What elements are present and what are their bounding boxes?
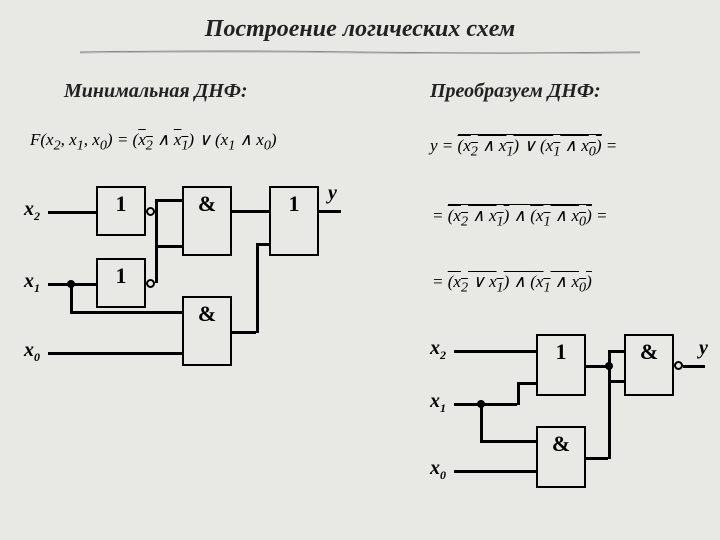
var-label: x1 [430, 390, 446, 416]
gate-&: & [182, 186, 232, 256]
wire [232, 210, 269, 213]
title-divider [80, 50, 640, 54]
wire [319, 210, 341, 213]
wire [454, 470, 536, 473]
wire [155, 199, 182, 202]
gate-&: & [624, 334, 674, 396]
gate-label: & [626, 339, 672, 365]
gate-label: & [538, 431, 584, 457]
wire [480, 403, 483, 442]
wire [232, 331, 256, 334]
junction-node [67, 280, 75, 288]
wire [517, 382, 536, 385]
formula-right-1: y = (x2 ∧ x1) ∨ (x1 ∧ x0) = [430, 134, 617, 160]
wire [155, 199, 158, 283]
gate-1: 1 [96, 258, 146, 308]
formula-left: F(x2, x1, x0) = (x2 ∧ x1) ∨ (x1 ∧ x0) [30, 130, 277, 154]
inversion-circle [674, 361, 683, 370]
junction-node [605, 362, 613, 370]
inversion-circle [146, 279, 155, 288]
wire [48, 352, 182, 355]
wire [256, 243, 259, 333]
gate-label: 1 [98, 191, 144, 217]
var-label: x1 [24, 270, 40, 296]
var-label: x0 [430, 457, 446, 483]
gate-1: 1 [269, 186, 319, 256]
wire [70, 311, 182, 314]
wire [155, 245, 182, 248]
wire [586, 457, 608, 460]
inversion-circle [146, 207, 155, 216]
formula-right-3: = (x2 ∨ x1) ∧ (x1 ∧ x0) [432, 272, 592, 296]
junction-node [477, 400, 485, 408]
wire [48, 211, 96, 214]
wire [683, 365, 705, 368]
gate-1: 1 [96, 186, 146, 236]
wire [454, 350, 536, 353]
output-label: y [699, 337, 708, 360]
gate-&: & [182, 296, 232, 366]
var-label: x2 [24, 198, 40, 224]
gate-label: 1 [538, 339, 584, 365]
var-label: x0 [24, 339, 40, 365]
gate-label: & [184, 301, 230, 327]
gate-&: & [536, 426, 586, 488]
gate-label: 1 [271, 191, 317, 217]
gate-label: & [184, 191, 230, 217]
wire [517, 382, 520, 405]
wire [480, 440, 536, 443]
subtitle-left: Минимальная ДНФ: [64, 80, 248, 103]
output-label: y [328, 182, 337, 205]
gate-1: 1 [536, 334, 586, 396]
page-title: Построение логических схем [0, 16, 720, 43]
gate-label: 1 [98, 263, 144, 289]
var-label: x2 [430, 337, 446, 363]
wire [608, 380, 611, 459]
formula-right-2: = (x2 ∧ x1) ∧ (x1 ∧ x0) = [432, 204, 608, 230]
wire [454, 403, 517, 406]
subtitle-right: Преобразуем ДНФ: [430, 80, 601, 103]
